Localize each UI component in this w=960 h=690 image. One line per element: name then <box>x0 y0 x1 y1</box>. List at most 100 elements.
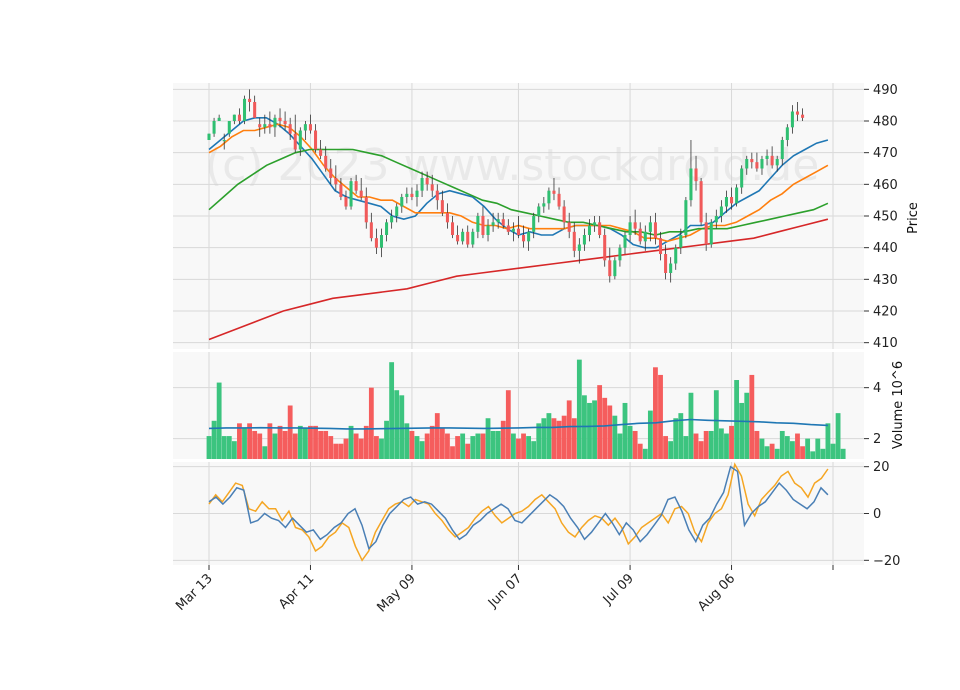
volume-bar <box>795 433 800 459</box>
candle-body <box>795 111 800 115</box>
candle-body <box>567 222 571 232</box>
candle <box>440 190 444 216</box>
candle-body <box>390 216 394 223</box>
volume-bar <box>673 418 679 459</box>
volume-bar <box>526 436 532 459</box>
volume-bar <box>607 405 613 459</box>
candle-body <box>689 168 693 201</box>
candle <box>567 212 571 239</box>
candle <box>329 159 333 185</box>
volume-bar <box>333 443 339 459</box>
volume-bar <box>221 436 227 459</box>
candle <box>435 184 439 210</box>
candle <box>308 114 312 134</box>
x-tick-label: Jun 07 <box>485 571 525 611</box>
candle <box>242 95 247 125</box>
candle-body <box>466 231 470 245</box>
candle-body <box>456 235 460 242</box>
candle-body <box>227 121 231 134</box>
candle-body <box>613 260 617 277</box>
volume-bar <box>490 430 496 459</box>
volume-bar <box>424 433 430 459</box>
candle <box>770 146 774 169</box>
candle-body <box>572 231 576 251</box>
candle-body <box>349 181 353 207</box>
price-tick-label: 440 <box>873 241 898 256</box>
x-tick-label: Aug 06 <box>695 571 738 614</box>
candle <box>755 152 759 172</box>
volume-bars <box>206 359 846 459</box>
volume-axis-label: Volume 10^6 <box>891 361 906 449</box>
candle <box>699 178 703 226</box>
volume-bar <box>627 425 633 459</box>
candle-body <box>324 155 328 169</box>
candle <box>253 95 257 118</box>
x-tick-label: Mar 13 <box>173 571 216 614</box>
volume-bar <box>790 441 795 459</box>
volume-bar <box>328 436 334 459</box>
volume-bar <box>455 436 460 459</box>
oscillator-line-0 <box>208 462 829 562</box>
volume-bar <box>825 423 831 459</box>
candle-body <box>501 219 505 226</box>
candle-body <box>633 222 637 229</box>
candle <box>795 102 800 121</box>
volume-bar <box>531 441 537 459</box>
candle <box>425 171 429 191</box>
candle <box>288 117 292 140</box>
candle-body <box>562 206 566 223</box>
candle-body <box>435 190 439 201</box>
volume-tick-label: 4 <box>873 381 881 396</box>
candle-body <box>643 231 647 242</box>
candle <box>735 184 739 207</box>
candle <box>613 257 617 280</box>
volume-bar <box>211 420 217 459</box>
candle <box>496 212 500 229</box>
oscillator-tick-label: 20 <box>873 460 890 475</box>
candle-body <box>694 168 698 182</box>
candle <box>349 178 353 210</box>
candle-body <box>319 149 323 156</box>
volume-bar <box>713 390 719 459</box>
volume-bar <box>384 420 389 459</box>
candle <box>450 216 455 239</box>
volume-bar <box>480 433 486 459</box>
watermark: (c) 2023 www.stockdroid.de <box>205 140 819 191</box>
volume-bar <box>815 438 821 459</box>
candle-body <box>212 121 216 134</box>
candle-body <box>750 159 754 163</box>
candle-body <box>461 231 465 242</box>
candle-body <box>598 222 602 235</box>
volume-bar <box>313 425 318 459</box>
candle <box>222 133 226 150</box>
candle <box>466 225 470 248</box>
price-tick-label: 430 <box>873 273 898 288</box>
volume-bar <box>485 418 491 459</box>
candle <box>522 225 526 248</box>
candle <box>481 206 485 239</box>
volume-bar <box>683 436 689 459</box>
candle <box>491 212 495 232</box>
candle-body <box>785 127 789 140</box>
oscillator-tick-label: 0 <box>873 507 881 522</box>
candle <box>456 225 460 245</box>
oscillator-lines <box>208 462 829 562</box>
candle <box>227 121 231 137</box>
candle <box>532 212 536 239</box>
volume-bar <box>835 413 841 459</box>
volume-bar <box>475 433 481 459</box>
candle-body <box>303 124 307 131</box>
price-tick-label: 460 <box>873 178 898 193</box>
candle-body <box>511 228 515 232</box>
candle <box>516 216 520 239</box>
price-tick-label: 410 <box>873 336 898 351</box>
volume-bar <box>698 441 704 459</box>
volume-bar <box>759 438 765 459</box>
candle-body <box>237 114 241 121</box>
candle <box>775 155 779 172</box>
volume-bar <box>541 418 547 459</box>
candle-body <box>664 254 668 273</box>
candle <box>628 216 632 242</box>
candle <box>283 111 287 131</box>
candle-body <box>400 197 404 207</box>
